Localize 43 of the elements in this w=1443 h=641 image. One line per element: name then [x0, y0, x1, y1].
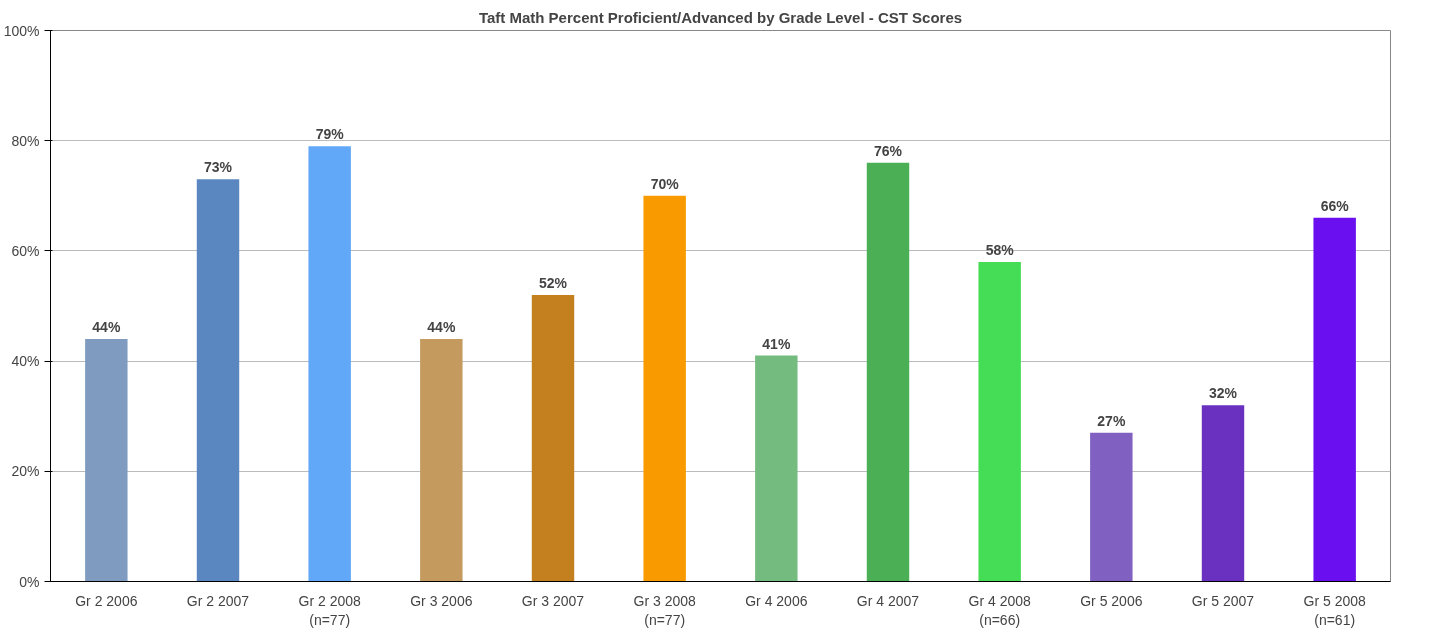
x-tick-label: Gr 4 2008 (n=66) [968, 592, 1032, 628]
x-tick-label: Gr 2 2006 [75, 592, 138, 609]
x-tick-label: Gr 3 2006 [410, 592, 473, 609]
bar [1090, 432, 1133, 582]
bar [531, 294, 575, 582]
data-label: 52% [538, 274, 568, 291]
data-label: 73% [203, 159, 233, 176]
y-tick-label: 100% [3, 22, 40, 39]
x-tick-label: Gr 3 2007 [521, 592, 585, 609]
bar [1201, 405, 1245, 582]
data-label: 41% [762, 335, 791, 352]
bar [308, 146, 351, 582]
y-tick-label: 20% [11, 463, 40, 480]
bar [978, 261, 1021, 582]
y-tick-label: 0% [19, 573, 40, 590]
y-tick-label: 80% [11, 132, 40, 149]
x-tick-label: Gr 3 2008 (n=77) [633, 592, 697, 628]
chart-title: Taft Math Percent Proficient/Advanced by Grade Level - CST Scores [478, 8, 963, 26]
data-label: 44% [92, 319, 121, 336]
x-tick-label: Gr 4 2006 [745, 592, 808, 609]
bar [866, 162, 910, 582]
x-tick-label: Gr 5 2006 [1080, 592, 1143, 609]
data-label: 32% [1208, 385, 1238, 402]
y-tick-label: 40% [11, 353, 40, 370]
x-tick-label: Gr 2 2007 [186, 592, 250, 609]
data-label: 79% [315, 126, 345, 143]
bar [755, 355, 798, 582]
y-tick-label: 60% [11, 242, 40, 259]
data-label: 44% [427, 319, 456, 336]
x-tick-label: Gr 2 2008 (n=77) [298, 592, 362, 628]
x-tick-label: Gr 4 2007 [856, 592, 920, 609]
data-label: 66% [1320, 197, 1350, 214]
x-tick-label: Gr 5 2007 [1191, 592, 1255, 609]
bar [1313, 217, 1356, 582]
bar [196, 179, 240, 582]
data-label: 27% [1097, 412, 1126, 429]
data-label: 76% [873, 142, 903, 159]
bar [643, 195, 686, 582]
x-tick-label: Gr 5 2008 (n=61) [1303, 592, 1367, 628]
data-label: 58% [985, 241, 1015, 258]
data-label: 70% [650, 175, 680, 192]
bar [420, 339, 463, 582]
bar [85, 339, 128, 582]
